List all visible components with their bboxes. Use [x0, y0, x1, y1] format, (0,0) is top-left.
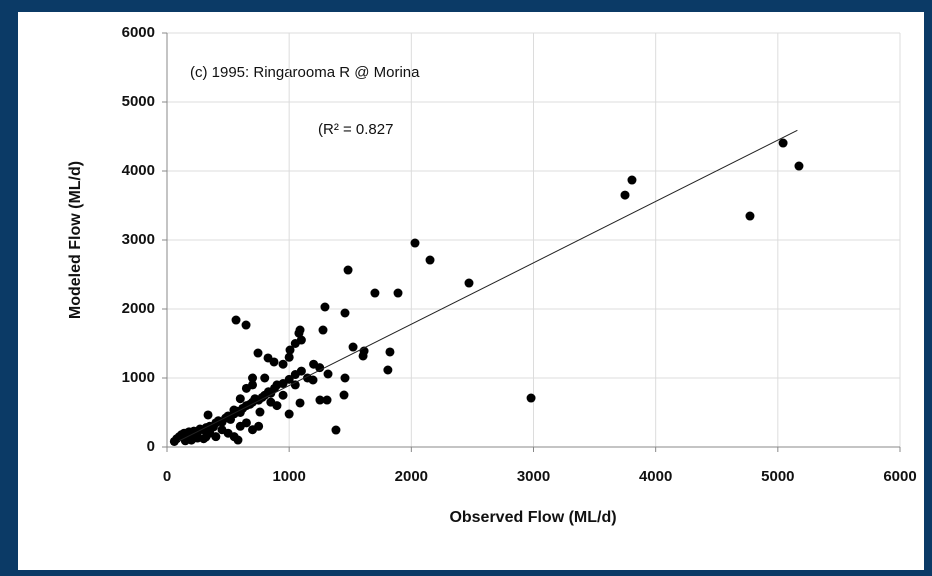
- trendline: [178, 129, 798, 442]
- point: [778, 138, 788, 148]
- point: [284, 409, 294, 419]
- point: [318, 325, 328, 335]
- point: [385, 347, 395, 357]
- point: [370, 288, 380, 298]
- annotation: (c) 1995: Ringarooma R @ Morina: [190, 64, 420, 81]
- point: [217, 425, 227, 435]
- point: [320, 302, 330, 312]
- point: [322, 395, 332, 405]
- x-tick-label: 5000: [761, 468, 794, 485]
- point: [253, 348, 263, 358]
- point: [464, 278, 474, 288]
- point: [526, 393, 536, 403]
- point: [290, 380, 300, 390]
- point: [235, 394, 245, 404]
- x-axis-title: Observed Flow (ML/d): [449, 509, 616, 526]
- y-tick-label: 0: [147, 438, 155, 455]
- point: [425, 255, 435, 265]
- point: [263, 353, 273, 363]
- point: [231, 315, 241, 325]
- point: [278, 390, 288, 400]
- point: [331, 425, 341, 435]
- point: [627, 175, 637, 185]
- y-tick-label: 2000: [122, 300, 155, 317]
- point: [248, 373, 258, 383]
- point: [203, 410, 213, 420]
- point: [241, 418, 251, 428]
- point: [383, 365, 393, 375]
- point: [339, 390, 349, 400]
- point: [296, 366, 306, 376]
- x-tick-label: 4000: [639, 468, 672, 485]
- point: [295, 398, 305, 408]
- x-tick-label: 2000: [395, 468, 428, 485]
- point: [278, 359, 288, 369]
- y-tick-label: 3000: [122, 231, 155, 248]
- point: [620, 190, 630, 200]
- point: [294, 328, 304, 338]
- point: [285, 345, 295, 355]
- point: [284, 352, 294, 362]
- point: [254, 421, 264, 431]
- point: [794, 161, 804, 171]
- point: [255, 407, 265, 417]
- point: [284, 374, 294, 384]
- point: [241, 383, 251, 393]
- point: [315, 363, 325, 373]
- point: [323, 369, 333, 379]
- point: [241, 320, 251, 330]
- y-axis-title: Modeled Flow (ML/d): [67, 161, 84, 319]
- panel: [18, 12, 924, 570]
- x-tick-label: 1000: [272, 468, 305, 485]
- point: [340, 308, 350, 318]
- point: [260, 373, 270, 383]
- x-tick-label: 0: [163, 468, 171, 485]
- point: [393, 288, 403, 298]
- point: [315, 395, 325, 405]
- point: [358, 351, 368, 361]
- y-tick-label: 1000: [122, 369, 155, 386]
- y-tick-label: 6000: [122, 24, 155, 41]
- annotation: (R² = 0.827: [318, 121, 393, 138]
- x-tick-label: 3000: [517, 468, 550, 485]
- point: [340, 373, 350, 383]
- point: [266, 397, 276, 407]
- point: [290, 339, 300, 348]
- point: [205, 428, 215, 438]
- point: [348, 342, 358, 352]
- y-tick-label: 4000: [122, 162, 155, 179]
- point: [410, 238, 420, 248]
- y-tick-label: 5000: [122, 93, 155, 110]
- x-tick-label: 6000: [883, 468, 916, 485]
- point: [745, 211, 755, 221]
- point: [343, 265, 353, 275]
